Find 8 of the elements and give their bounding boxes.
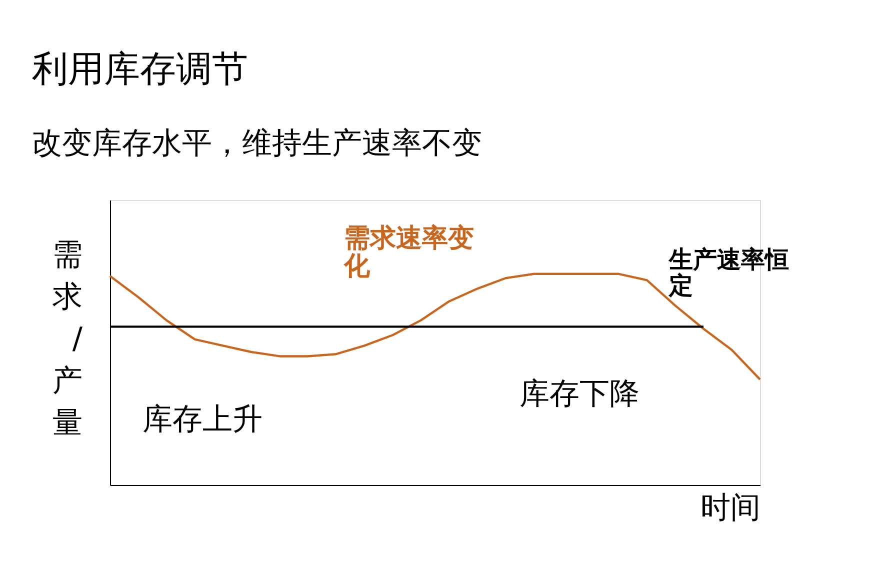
annotation: 库存上升: [142, 402, 262, 438]
chart-title: 利用库存调节: [32, 49, 248, 90]
annotation: 库存下降: [520, 376, 640, 412]
annotation: 需求速率变化: [343, 224, 474, 282]
chart-subtitle: 改变库存水平，维持生产速率不变: [32, 126, 482, 161]
y-axis-title: 需求/产量: [52, 238, 84, 440]
x-axis-title: 时间: [700, 490, 760, 526]
annotation: 生产速率恒定: [668, 245, 789, 300]
